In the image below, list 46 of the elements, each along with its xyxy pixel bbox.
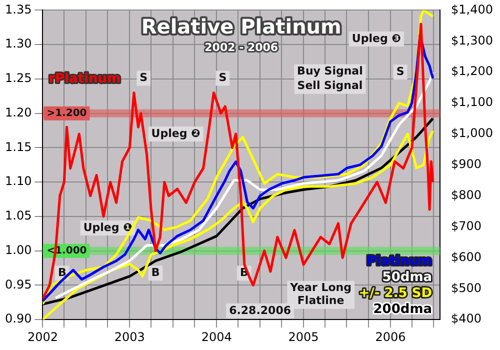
- text: 200dma: [373, 302, 432, 317]
- text: 2002 - 2006: [204, 41, 278, 54]
- y2-tick-label: $1,000: [451, 126, 494, 140]
- ref-line-label: >1.200: [46, 108, 87, 119]
- x-tick-label: 2006: [375, 330, 406, 344]
- y2-tick-label: $700: [451, 218, 482, 233]
- y2-tick-label: $1,200: [451, 64, 494, 78]
- y2-tick-label: $1,100: [451, 95, 494, 110]
- y-tick-label: 1.25: [5, 71, 32, 86]
- y-tick-label: 0.90: [5, 312, 32, 326]
- text: +/- 2.5 SD: [358, 286, 432, 301]
- y-tick-label: 1.10: [5, 174, 32, 188]
- x-tick-label: 2002: [27, 330, 58, 344]
- y2-tick-label: $600: [451, 250, 482, 264]
- y-tick-label: 1.00: [5, 242, 32, 257]
- y2-tick-label: $1,300: [451, 33, 494, 48]
- annotation: B: [58, 266, 66, 280]
- x-tick-label: 2004: [201, 330, 232, 344]
- y2-tick-label: $400: [451, 312, 482, 326]
- annotation: Sell Signal: [297, 79, 363, 92]
- x-tick-label: 2005: [288, 330, 319, 344]
- y2-tick-label: $500: [451, 280, 482, 295]
- annotation: B: [151, 266, 160, 280]
- text: Platinum: [366, 254, 432, 269]
- series-label: rPlatinum: [48, 71, 121, 86]
- y2-tick-label: $900: [451, 157, 482, 172]
- y-tick-label: 1.20: [5, 105, 32, 120]
- y-tick-label: 0.95: [5, 277, 32, 292]
- annotation: S: [396, 64, 404, 78]
- x-tick-label: 2003: [114, 330, 145, 344]
- annotation: S: [140, 71, 148, 84]
- annotation: Upleg ❷: [151, 126, 200, 140]
- annotation: Upleg ❸: [352, 32, 401, 45]
- chart-title: Relative Platinum: [141, 14, 342, 38]
- annotation: Upleg ❶: [83, 220, 132, 234]
- y-tick-label: 1.15: [5, 140, 32, 154]
- text: 50dma: [382, 270, 432, 285]
- annotation: S: [218, 71, 227, 84]
- annotation: 6.28.2006: [229, 304, 292, 317]
- y-tick-label: 1.35: [5, 2, 32, 16]
- annotation: Buy Signal: [297, 64, 363, 78]
- y2-tick-label: $1,400: [451, 2, 494, 16]
- y2-tick-label: $800: [451, 188, 482, 202]
- y-tick-label: 1.05: [5, 208, 32, 223]
- y-tick-label: 1.30: [5, 36, 32, 51]
- annotation: Year Long Flatline: [289, 281, 352, 308]
